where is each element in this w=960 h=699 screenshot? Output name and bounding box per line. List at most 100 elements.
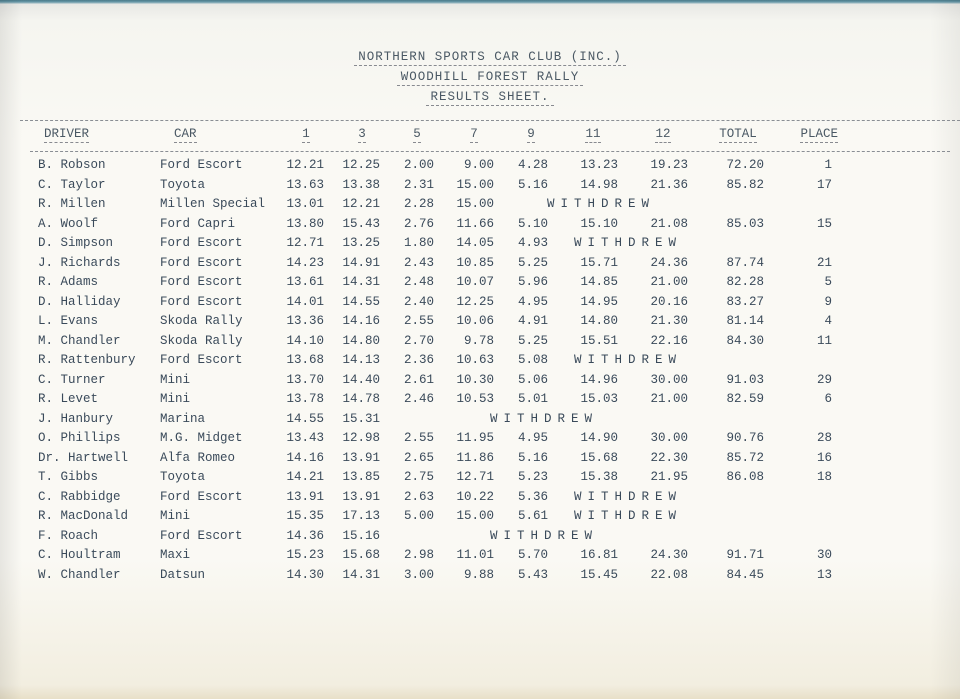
cell-driver: A. Woolf	[30, 217, 160, 231]
table-row: C. RabbidgeFord Escort13.9113.912.6310.2…	[30, 490, 950, 504]
cell-withdrew: WITHDREW	[390, 529, 698, 543]
cell-stage-time: 13.80	[278, 217, 334, 231]
cell-stage-time: 14.40	[334, 373, 390, 387]
cell-car: M.G. Midget	[160, 431, 278, 445]
cell-stage-time: 5.00	[390, 509, 444, 523]
cell-place: 16	[778, 451, 838, 465]
cell-stage-time: 2.43	[390, 256, 444, 270]
cell-stage-time: 10.06	[444, 314, 504, 328]
cell-driver: F. Roach	[30, 529, 160, 543]
cell-stage-time: 4.93	[504, 236, 558, 250]
cell-stage-time: 5.96	[504, 275, 558, 289]
cell-place: 28	[778, 431, 838, 445]
results-table: DRIVER CAR 1 3 5 7 9 11 12 TOTAL PLACE B…	[20, 127, 960, 582]
cell-car: Ford Escort	[160, 236, 278, 250]
cell-stage-time: 13.63	[278, 178, 334, 192]
cell-stage-time: 9.78	[444, 334, 504, 348]
table-row: R. RattenburyFord Escort13.6814.132.3610…	[30, 353, 950, 367]
table-row: D. SimpsonFord Escort12.7113.251.8014.05…	[30, 236, 950, 250]
cell-stage-time: 4.28	[504, 158, 558, 172]
table-body: B. RobsonFord Escort12.2112.252.009.004.…	[30, 158, 950, 582]
table-row: W. ChandlerDatsun14.3014.313.009.885.431…	[30, 568, 950, 582]
cell-car: Mini	[160, 392, 278, 406]
table-row: C. TurnerMini13.7014.402.6110.305.0614.9…	[30, 373, 950, 387]
cell-stage-time: 14.78	[334, 392, 390, 406]
cell-stage-time: 9.00	[444, 158, 504, 172]
cell-place: 11	[778, 334, 838, 348]
cell-stage-time: 10.22	[444, 490, 504, 504]
col-stage-11: 11	[585, 127, 600, 143]
cell-stage-time: 2.40	[390, 295, 444, 309]
cell-driver: B. Robson	[30, 158, 160, 172]
cell-total: 84.45	[698, 568, 778, 582]
cell-total: 82.59	[698, 392, 778, 406]
cell-stage-time: 10.53	[444, 392, 504, 406]
cell-stage-time: 2.55	[390, 431, 444, 445]
cell-stage-time: 13.91	[334, 451, 390, 465]
col-stage-5: 5	[413, 127, 421, 143]
cell-place: 13	[778, 568, 838, 582]
cell-stage-time: 15.38	[558, 470, 628, 484]
cell-stage-time: 2.75	[390, 470, 444, 484]
cell-stage-time: 13.36	[278, 314, 334, 328]
cell-driver: W. Chandler	[30, 568, 160, 582]
cell-stage-time: 9.88	[444, 568, 504, 582]
cell-driver: R. Adams	[30, 275, 160, 289]
col-stage-7: 7	[470, 127, 478, 143]
col-place: PLACE	[800, 127, 838, 143]
cell-stage-time: 5.25	[504, 334, 558, 348]
table-row: T. GibbsToyota14.2113.852.7512.715.2315.…	[30, 470, 950, 484]
cell-car: Ford Escort	[160, 275, 278, 289]
table-row: J. HanburyMarina14.5515.31WITHDREW	[30, 412, 950, 426]
cell-stage-time: 22.30	[628, 451, 698, 465]
table-row: L. EvansSkoda Rally13.3614.162.5510.064.…	[30, 314, 950, 328]
cell-place: 6	[778, 392, 838, 406]
cell-stage-time: 13.25	[334, 236, 390, 250]
cell-stage-time: 2.36	[390, 353, 444, 367]
cell-stage-time: 5.08	[504, 353, 558, 367]
cell-stage-time: 4.91	[504, 314, 558, 328]
cell-withdrew: WITHDREW	[558, 353, 698, 367]
cell-total: 84.30	[698, 334, 778, 348]
cell-driver: O. Phillips	[30, 431, 160, 445]
table-row: F. RoachFord Escort14.3615.16WITHDREW	[30, 529, 950, 543]
cell-stage-time: 2.65	[390, 451, 444, 465]
cell-place: 18	[778, 470, 838, 484]
cell-stage-time: 14.91	[334, 256, 390, 270]
table-row: Dr. HartwellAlfa Romeo14.1613.912.6511.8…	[30, 451, 950, 465]
cell-stage-time: 21.30	[628, 314, 698, 328]
cell-car: Toyota	[160, 178, 278, 192]
cell-car: Ford Escort	[160, 295, 278, 309]
cell-stage-time: 3.00	[390, 568, 444, 582]
cell-stage-time: 5.36	[504, 490, 558, 504]
cell-place: 17	[778, 178, 838, 192]
cell-car: Maxi	[160, 548, 278, 562]
divider-top	[20, 120, 960, 121]
cell-stage-time: 14.80	[558, 314, 628, 328]
cell-stage-time: 24.30	[628, 548, 698, 562]
cell-stage-time: 12.71	[444, 470, 504, 484]
cell-stage-time: 21.00	[628, 392, 698, 406]
cell-stage-time: 2.31	[390, 178, 444, 192]
cell-stage-time: 13.91	[278, 490, 334, 504]
cell-stage-time: 13.43	[278, 431, 334, 445]
cell-driver: R. Rattenbury	[30, 353, 160, 367]
cell-total: 91.03	[698, 373, 778, 387]
cell-stage-time: 22.08	[628, 568, 698, 582]
cell-stage-time: 14.16	[278, 451, 334, 465]
cell-stage-time: 15.68	[558, 451, 628, 465]
table-row: J. RichardsFord Escort14.2314.912.4310.8…	[30, 256, 950, 270]
col-stage-9: 9	[527, 127, 535, 143]
cell-total: 81.14	[698, 314, 778, 328]
cell-total: 85.72	[698, 451, 778, 465]
cell-car: Ford Escort	[160, 353, 278, 367]
cell-stage-time: 20.16	[628, 295, 698, 309]
cell-driver: R. Levet	[30, 392, 160, 406]
cell-stage-time: 21.95	[628, 470, 698, 484]
cell-stage-time: 12.21	[278, 158, 334, 172]
cell-stage-time: 5.43	[504, 568, 558, 582]
cell-stage-time: 11.66	[444, 217, 504, 231]
cell-stage-time: 5.25	[504, 256, 558, 270]
cell-stage-time: 15.00	[444, 178, 504, 192]
cell-total: 85.03	[698, 217, 778, 231]
